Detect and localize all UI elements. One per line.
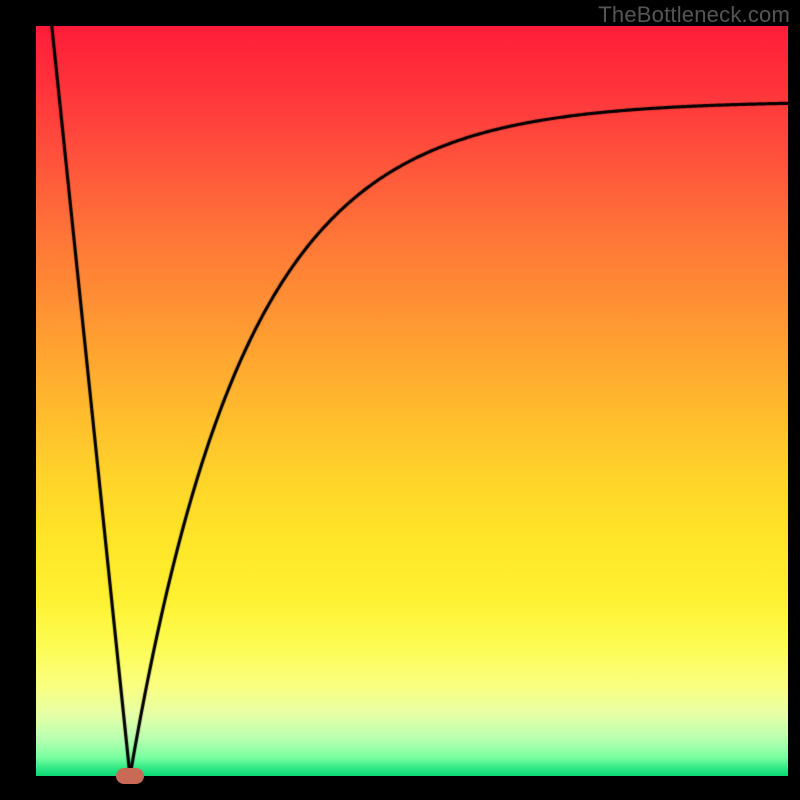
bottleneck-curve bbox=[36, 26, 788, 776]
plot-area bbox=[36, 26, 788, 776]
watermark-text: TheBottleneck.com bbox=[598, 2, 790, 28]
valley-marker bbox=[116, 768, 144, 784]
chart-container: TheBottleneck.com bbox=[0, 0, 800, 800]
